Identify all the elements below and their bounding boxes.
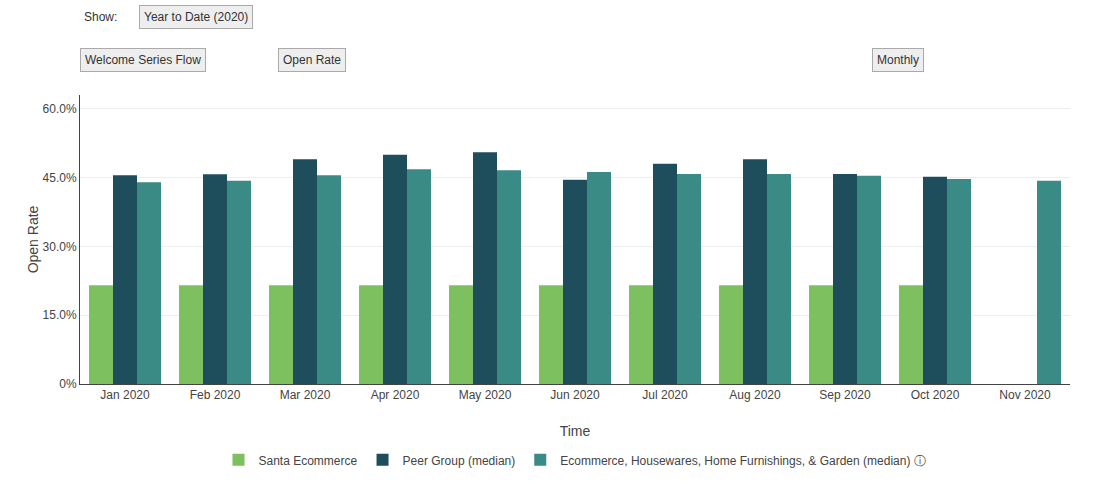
svg-text:Welcome Series Flow: Welcome Series Flow [85,53,201,67]
svg-text:60.0%: 60.0% [43,102,77,116]
svg-text:Aug 2020: Aug 2020 [729,388,781,402]
svg-text:Monthly: Monthly [877,53,919,67]
svg-text:Show:: Show: [84,10,117,24]
svg-text:Mar 2020: Mar 2020 [280,388,331,402]
svg-text:Oct 2020: Oct 2020 [911,388,960,402]
svg-text:Open Rate: Open Rate [25,205,41,273]
svg-text:Open Rate: Open Rate [283,53,341,67]
svg-text:Year to Date (2020): Year to Date (2020) [144,10,248,24]
svg-text:30.0%: 30.0% [43,240,77,254]
svg-text:Peer Group (median): Peer Group (median) [403,454,516,468]
svg-text:Santa Ecommerce: Santa Ecommerce [259,454,358,468]
svg-text:Nov 2020: Nov 2020 [999,388,1051,402]
svg-text:May 2020: May 2020 [459,388,512,402]
svg-text:Feb 2020: Feb 2020 [190,388,241,402]
svg-text:Jan 2020: Jan 2020 [100,388,150,402]
svg-text:Jul 2020: Jul 2020 [642,388,688,402]
svg-text:Jun 2020: Jun 2020 [550,388,600,402]
svg-text:15.0%: 15.0% [43,308,77,322]
svg-text:45.0%: 45.0% [43,171,77,185]
svg-text:Ecommerce, Housewares, Home Fu: Ecommerce, Housewares, Home Furnishings,… [560,454,925,468]
svg-text:Sep 2020: Sep 2020 [819,388,871,402]
svg-text:Apr 2020: Apr 2020 [371,388,420,402]
svg-text:0%: 0% [59,377,77,391]
svg-text:Time: Time [560,423,591,439]
